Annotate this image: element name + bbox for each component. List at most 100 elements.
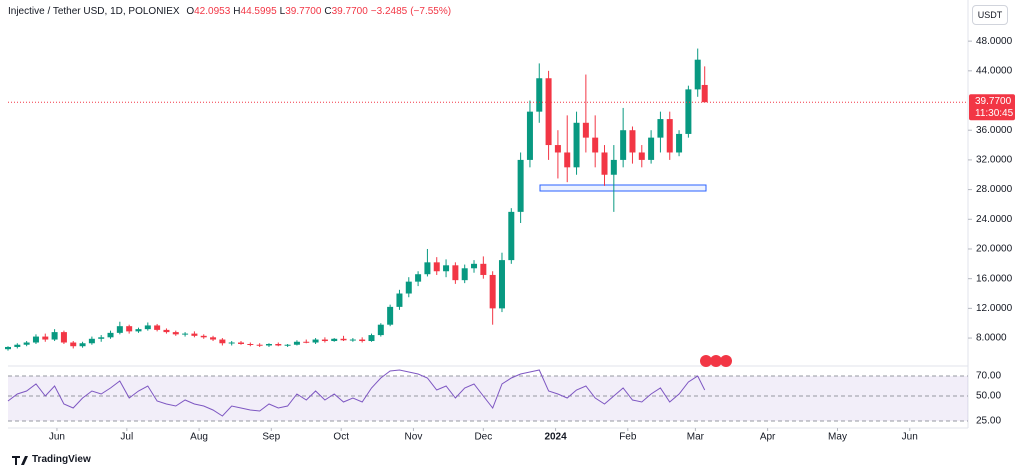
candle-body	[60, 332, 67, 343]
candle-body	[349, 339, 356, 341]
candle-body	[359, 339, 366, 342]
candle-body	[694, 59, 701, 90]
candle-body	[23, 342, 30, 345]
candle-body	[275, 343, 282, 346]
candle-body	[657, 119, 664, 138]
candle-body	[545, 78, 552, 146]
candle-body	[135, 329, 142, 332]
logo-mark	[12, 456, 28, 465]
candle-body	[508, 211, 515, 261]
header-value: (−7.55%)	[410, 6, 452, 17]
y-tick-label: 32.0000	[976, 155, 1013, 166]
event-icon	[710, 355, 722, 367]
candle-body	[536, 78, 543, 112]
candle-body	[98, 337, 105, 339]
candle-body	[554, 145, 561, 153]
x-tick-label: Aug	[190, 432, 208, 443]
candle-body	[79, 343, 86, 347]
candle-body	[107, 332, 114, 338]
y-tick-label: 12.0000	[976, 303, 1013, 314]
candle-body	[32, 336, 39, 343]
candle-body	[284, 344, 291, 346]
candle-body	[638, 152, 645, 160]
y-tick-label: 24.0000	[976, 214, 1013, 225]
candle-body	[265, 343, 272, 346]
candle-body	[163, 329, 170, 333]
x-tick-label: Dec	[474, 432, 492, 443]
header-key: C	[324, 6, 332, 17]
candle-body	[247, 343, 254, 345]
candle-body	[526, 111, 533, 160]
header-value: 44.5995	[240, 6, 277, 17]
x-tick-label: Jun	[902, 432, 918, 443]
candle-body	[648, 137, 655, 160]
x-tick-label: Sep	[262, 432, 280, 443]
candle-body	[629, 130, 636, 153]
currency-button[interactable]: USDT	[972, 5, 1008, 25]
rsi-tick-label: 50.00	[976, 391, 1001, 402]
last-price-label: 39.7700	[975, 96, 1012, 107]
rsi-tick-label: 25.00	[976, 416, 1001, 427]
candle-body	[293, 341, 300, 345]
candle-body	[498, 260, 505, 309]
candle-body	[676, 133, 683, 153]
candle-body	[126, 326, 133, 332]
rsi-band	[8, 376, 968, 421]
x-tick-label: Feb	[619, 432, 637, 443]
candle-body	[610, 159, 617, 175]
event-icon	[700, 355, 712, 367]
candle-body	[433, 262, 440, 272]
candle-body	[321, 339, 328, 342]
x-tick-label: Jun	[49, 432, 65, 443]
header-value: −3.2485	[370, 6, 408, 17]
candle-body	[70, 342, 77, 347]
header-key: H	[233, 6, 241, 17]
last-price-box	[969, 94, 1015, 121]
candle-body	[396, 293, 403, 307]
event-icon	[720, 355, 732, 367]
candle-body	[666, 119, 673, 153]
y-tick-label: 48.0000	[976, 36, 1013, 47]
candle-body	[88, 338, 95, 344]
candle-body	[116, 326, 123, 333]
x-tick-label: Jul	[120, 432, 133, 443]
x-tick-label: Oct	[333, 432, 349, 443]
rsi-tick-label: 70.00	[976, 371, 1001, 382]
candle-body	[517, 159, 524, 212]
candle-body	[14, 344, 21, 347]
candle-body	[368, 335, 375, 342]
candle-body	[303, 341, 310, 343]
symbol-title: Injective / Tether USD, 1D, POLONIEX	[8, 6, 180, 17]
candle-body	[331, 338, 338, 342]
candle-body	[620, 130, 627, 160]
y-tick-label: 16.0000	[976, 273, 1013, 284]
candle-body	[461, 268, 468, 281]
candle-body	[51, 332, 58, 340]
candle-body	[377, 324, 384, 336]
header-value: 39.7700	[285, 6, 322, 17]
x-tick-label: Apr	[760, 432, 776, 443]
x-tick-label: Mar	[687, 432, 705, 443]
candle-body	[144, 325, 151, 330]
candle-body	[582, 122, 589, 138]
candle-body	[701, 84, 708, 103]
candle-body	[210, 337, 217, 340]
y-tick-label: 44.0000	[976, 65, 1013, 76]
candle-body	[5, 346, 11, 350]
symbol-header: Injective / Tether USD, 1D, POLONIEX O42…	[8, 6, 454, 17]
y-tick-label: 20.0000	[976, 244, 1013, 255]
candle-body	[592, 137, 599, 153]
candle-body	[415, 274, 422, 282]
candle-body	[219, 339, 226, 344]
candle-body	[256, 344, 263, 346]
candle-body	[238, 342, 245, 344]
header-value: 42.0953	[194, 6, 231, 17]
event-icons	[700, 355, 732, 367]
candle-body	[452, 265, 459, 281]
candle-body	[601, 152, 608, 175]
candle-body	[200, 335, 207, 338]
header-key: L	[279, 6, 286, 17]
header-key: O	[186, 6, 195, 17]
